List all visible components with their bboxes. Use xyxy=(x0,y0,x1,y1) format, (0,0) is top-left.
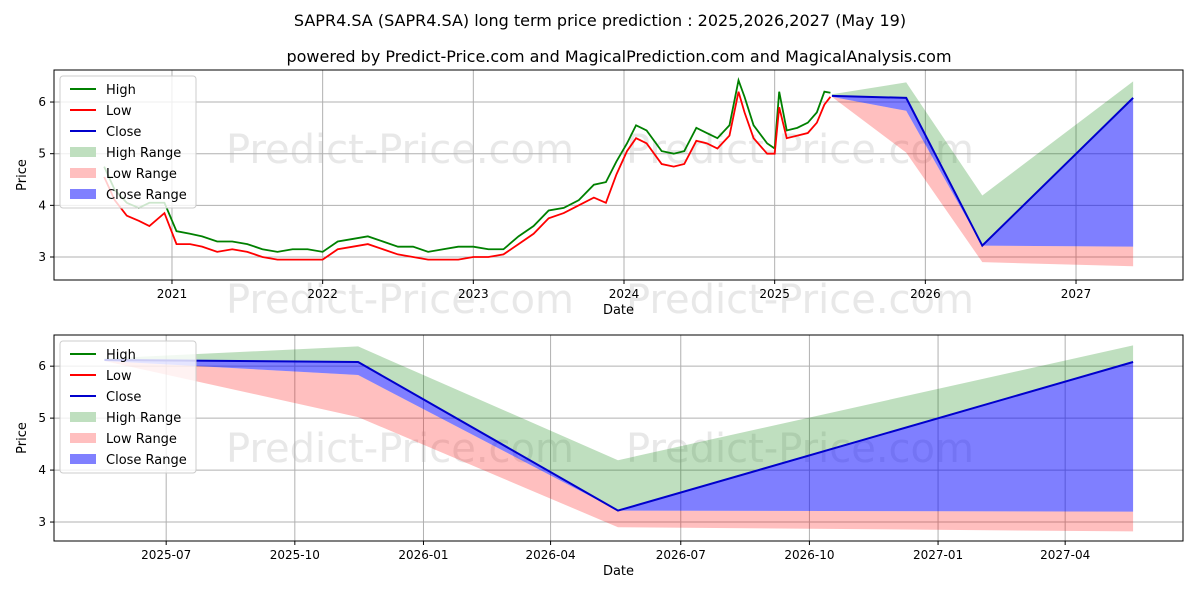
plot-frame xyxy=(53,69,1184,281)
x-axis-label: Date xyxy=(603,564,634,579)
close-line xyxy=(831,94,1134,248)
legend-label: High xyxy=(106,83,136,98)
legend-swatch-close-range xyxy=(70,189,96,199)
low-line xyxy=(103,91,832,261)
plot-area xyxy=(104,345,1134,532)
x-tick-label: 2022 xyxy=(307,287,338,301)
watermark: Predict-Price.com xyxy=(226,127,574,173)
legend-label: Close xyxy=(106,390,141,405)
close-range-band xyxy=(831,95,1134,247)
y-tick-label: 5 xyxy=(38,411,46,425)
watermark: Predict-Price.com xyxy=(226,277,574,323)
x-tick-label: 2027 xyxy=(1061,287,1092,301)
y-axis-label: Price xyxy=(15,159,30,191)
x-tick-label: 2027-04 xyxy=(1040,548,1090,562)
legend-label: Close Range xyxy=(106,453,187,468)
x-tick-label: 2025-07 xyxy=(141,548,191,562)
legend-label: Low xyxy=(106,369,132,384)
watermark: Predict-Price.com xyxy=(226,426,574,472)
legend-label: High xyxy=(106,348,136,363)
high-line xyxy=(103,77,831,253)
x-tick-label: 2023 xyxy=(458,287,489,301)
x-tick-label: 2025-10 xyxy=(270,548,320,562)
plot-area xyxy=(103,77,1134,267)
x-tick-label: 2027-01 xyxy=(913,548,963,562)
x-tick-label: 2026-07 xyxy=(656,548,706,562)
legend-label: Low xyxy=(106,104,132,119)
legend-label: Low Range xyxy=(106,167,177,182)
y-tick-label: 4 xyxy=(38,198,46,212)
y-tick-label: 6 xyxy=(38,359,46,373)
legend-swatch-close-range xyxy=(70,454,96,464)
y-tick-label: 4 xyxy=(38,463,46,477)
high-range-band xyxy=(104,345,1134,511)
legend: High Low Close High Range Low Range Close Ran… xyxy=(59,75,197,209)
x-axis-label: Date xyxy=(603,303,634,318)
close-line xyxy=(104,358,1134,512)
y-axis-label: Price xyxy=(15,422,30,454)
y-tick-label: 3 xyxy=(38,515,46,529)
x-tick-label: 2026-01 xyxy=(398,548,448,562)
legend-label: Close Range xyxy=(106,188,187,203)
x-tick-label: 2025 xyxy=(759,287,790,301)
zoomed-forecast-panel: Predict-Price.com Predict-Price.com2025-0… xyxy=(15,334,1184,579)
close-range-band xyxy=(104,359,1134,512)
legend-swatch-low-range xyxy=(70,433,96,443)
x-tick-label: 2026 xyxy=(910,287,941,301)
x-tick-label: 2026-04 xyxy=(526,548,576,562)
legend-label: Low Range xyxy=(106,432,177,447)
legend-swatch-low-range xyxy=(70,168,96,178)
x-tick-label: 2024 xyxy=(609,287,640,301)
low-range-band xyxy=(831,96,1134,267)
y-tick-label: 6 xyxy=(38,95,46,109)
x-tick-label: 2026-10 xyxy=(784,548,834,562)
long-term-panel: Predict-Price.com Predict-Price.com Predic… xyxy=(15,69,1184,323)
y-tick-label: 3 xyxy=(38,250,46,264)
legend-label: High Range xyxy=(106,146,181,161)
legend-label: Close xyxy=(106,125,141,140)
chart-subtitle: powered by Predict-Price.com and Magical… xyxy=(286,47,951,66)
plot-frame xyxy=(53,334,1184,542)
low-range-band xyxy=(104,360,1134,532)
legend-swatch-high-range xyxy=(70,412,96,422)
high-range-band xyxy=(831,81,1134,246)
legend-label: High Range xyxy=(106,411,181,426)
chart-title: SAPR4.SA (SAPR4.SA) long term price pred… xyxy=(294,11,906,30)
y-tick-label: 5 xyxy=(38,147,46,161)
watermark: Predict-Price.com xyxy=(626,277,974,323)
x-tick-label: 2021 xyxy=(157,287,188,301)
legend: High Low Close High Range Low Range Close Ran… xyxy=(59,340,197,474)
legend-swatch-high-range xyxy=(70,147,96,157)
